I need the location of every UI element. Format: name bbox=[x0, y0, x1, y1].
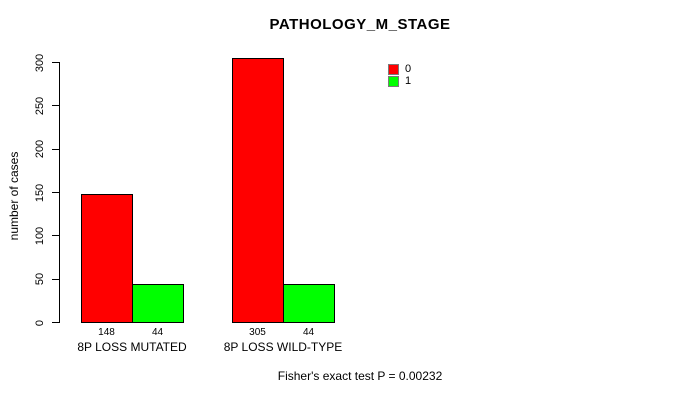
y-axis-tick-label: 100 bbox=[34, 226, 46, 246]
bar-value-label: 44 bbox=[302, 327, 315, 338]
bar-value-label: 44 bbox=[151, 327, 164, 338]
y-axis-title: number of cases bbox=[7, 151, 21, 241]
y-axis-tick-label: 250 bbox=[34, 96, 46, 116]
category-label: 8P LOSS WILD-TYPE bbox=[223, 340, 343, 354]
bar-1-1 bbox=[132, 283, 184, 323]
bar-value-label: 305 bbox=[249, 327, 266, 338]
y-axis-tick bbox=[52, 192, 59, 193]
y-axis-tick-label: 300 bbox=[34, 53, 46, 72]
y-axis-line bbox=[59, 62, 60, 323]
bar-0-1 bbox=[81, 193, 133, 323]
y-axis-tick bbox=[52, 235, 59, 237]
legend-swatch-0 bbox=[388, 63, 399, 75]
y-axis-tick bbox=[52, 62, 59, 63]
legend-entry: 1 bbox=[388, 75, 411, 87]
category-label: 8P LOSS MUTATED bbox=[77, 340, 187, 354]
legend-entry: 0 bbox=[388, 63, 411, 75]
y-axis-tick-label: 50 bbox=[34, 273, 46, 286]
chart-title: PATHOLOGY_M_STAGE bbox=[269, 16, 451, 33]
legend-label: 1 bbox=[405, 75, 412, 87]
y-axis-tick bbox=[52, 322, 59, 323]
y-axis-tick-label: 0 bbox=[34, 319, 46, 326]
y-axis-tick bbox=[52, 105, 59, 107]
y-axis-tick bbox=[52, 148, 59, 150]
y-axis-tick bbox=[52, 278, 59, 280]
legend-label: 0 bbox=[405, 63, 412, 75]
legend-swatch-1 bbox=[388, 75, 399, 87]
bar-value-label: 148 bbox=[98, 327, 115, 338]
bar-0-2 bbox=[232, 57, 284, 323]
statistical-test-footnote: Fisher's exact test P = 0.00232 bbox=[277, 369, 443, 383]
bar-1-2 bbox=[283, 283, 335, 323]
y-axis-tick-label: 150 bbox=[34, 183, 46, 202]
y-axis-tick-label: 200 bbox=[34, 139, 46, 159]
